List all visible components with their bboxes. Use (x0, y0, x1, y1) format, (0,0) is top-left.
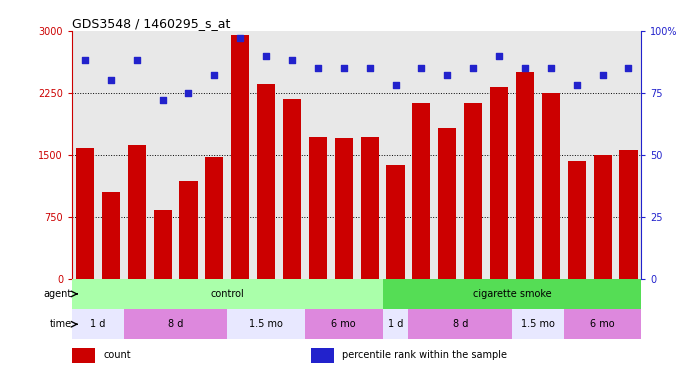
Text: percentile rank within the sample: percentile rank within the sample (342, 350, 508, 360)
Bar (257, 84, 275, 279)
Bar (154, 210, 172, 279)
Bar (227, 309, 305, 339)
Bar (309, 137, 327, 279)
Text: 1.5 mo: 1.5 mo (249, 319, 283, 329)
Point (597, 72, 608, 78)
Text: 6 mo: 6 mo (331, 319, 356, 329)
Bar (567, 161, 586, 279)
Bar (490, 87, 508, 279)
Point (623, 65, 634, 71)
Bar (283, 99, 301, 279)
Bar (464, 103, 482, 279)
Point (571, 82, 582, 88)
Point (209, 72, 220, 78)
Text: 1.5 mo: 1.5 mo (521, 319, 555, 329)
Bar (72, 309, 123, 339)
Bar (76, 148, 94, 279)
Point (287, 58, 298, 64)
Text: 1 d: 1 d (91, 319, 106, 329)
Point (131, 58, 142, 64)
Point (519, 65, 530, 71)
Text: 8 d: 8 d (453, 319, 468, 329)
Bar (311, 348, 334, 362)
Bar (383, 309, 408, 339)
Text: 6 mo: 6 mo (590, 319, 615, 329)
Bar (180, 181, 198, 279)
Bar (231, 35, 249, 279)
Bar (542, 93, 560, 279)
Bar (512, 309, 564, 339)
Text: agent: agent (44, 289, 72, 299)
Bar (305, 309, 383, 339)
Point (312, 65, 323, 71)
Bar (123, 309, 227, 339)
Text: control: control (211, 289, 244, 299)
Bar (102, 192, 120, 279)
Bar (408, 309, 512, 339)
Point (494, 53, 505, 59)
Point (338, 65, 349, 71)
Bar (619, 150, 637, 279)
Text: count: count (104, 350, 131, 360)
Bar (361, 137, 379, 279)
Point (545, 65, 556, 71)
Bar (205, 157, 224, 279)
Text: 8 d: 8 d (168, 319, 183, 329)
Bar (593, 155, 612, 279)
Point (106, 77, 117, 83)
Point (442, 72, 453, 78)
Point (364, 65, 375, 71)
Bar (438, 128, 456, 279)
Point (416, 65, 427, 71)
Point (390, 82, 401, 88)
Bar (128, 145, 146, 279)
Bar (72, 348, 95, 362)
Text: 1 d: 1 d (388, 319, 403, 329)
Bar (335, 138, 353, 279)
Bar (383, 279, 641, 309)
Text: GDS3548 / 1460295_s_at: GDS3548 / 1460295_s_at (72, 17, 230, 30)
Bar (386, 165, 405, 279)
Text: time: time (50, 319, 72, 329)
Text: cigarette smoke: cigarette smoke (473, 289, 552, 299)
Point (80, 58, 91, 64)
Bar (412, 103, 431, 279)
Point (157, 97, 168, 103)
Bar (564, 309, 641, 339)
Point (183, 89, 194, 96)
Bar (516, 72, 534, 279)
Point (261, 53, 272, 59)
Point (235, 35, 246, 41)
Point (468, 65, 479, 71)
Bar (72, 279, 383, 309)
